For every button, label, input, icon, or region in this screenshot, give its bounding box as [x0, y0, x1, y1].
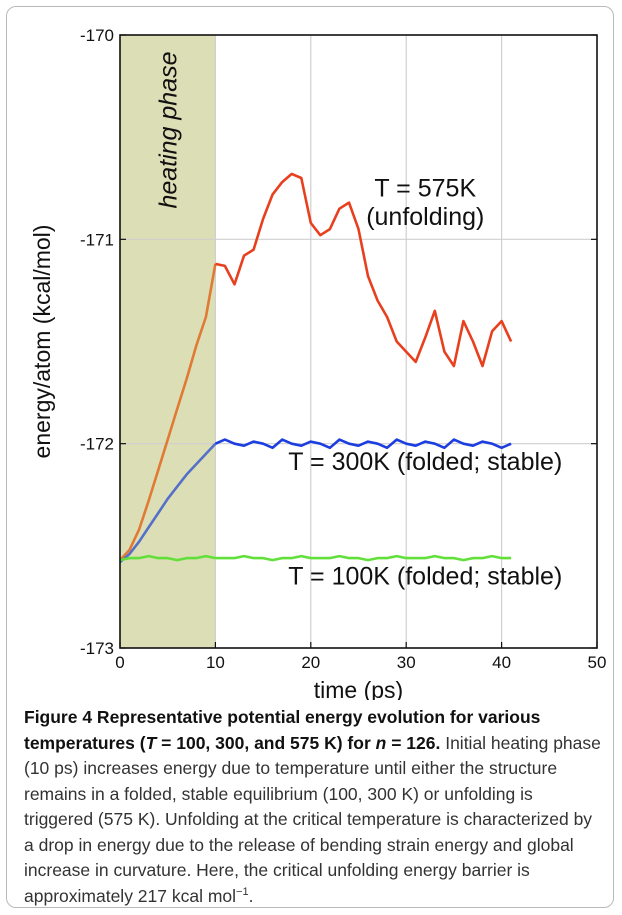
ticks: 0 10 20 30 40 50 -170 -171 -172 -173	[80, 26, 606, 672]
caption-title-part: = 126.	[386, 732, 441, 753]
heating-phase-label: heating phase	[155, 51, 183, 208]
annotation-300k: T = 300K (folded; stable)	[288, 448, 562, 476]
annotation-100k: T = 100K (folded; stable)	[288, 563, 562, 591]
series-layer	[119, 172, 513, 564]
annotation-unfolding: (unfolding)	[366, 203, 484, 231]
x-axis-label: time (ps)	[314, 677, 403, 700]
caption-title: Figure 4 Representative potential energy…	[24, 707, 540, 753]
y-tick-label: -171	[80, 230, 114, 249]
x-tick-label: 30	[397, 653, 416, 672]
caption-title-T: T	[145, 732, 157, 753]
x-tick-label: 10	[206, 653, 225, 672]
figure-caption: Figure 4 Representative potential energy…	[24, 705, 602, 909]
series-line	[215, 172, 513, 368]
x-tick-label: 20	[301, 653, 320, 672]
y-tick-label: -172	[80, 435, 114, 454]
plot-border	[119, 34, 598, 649]
annotation-575k: T = 575K	[374, 174, 476, 202]
series-line-heating	[119, 442, 217, 564]
caption-end: .	[248, 885, 254, 906]
caption-title-n: n	[375, 732, 387, 753]
series-line-heating	[119, 263, 217, 561]
y-axis-label: energy/atom (kcal/mol)	[29, 225, 55, 459]
series-line	[214, 438, 512, 450]
series-line-heating	[119, 554, 216, 562]
caption-body: Initial heating phase (10 ps) increases …	[24, 732, 601, 906]
y-tick-label: -173	[80, 639, 114, 658]
figure-frame	[6, 6, 614, 908]
caption-superscript: −1	[236, 885, 249, 898]
x-tick-label: 40	[492, 653, 511, 672]
x-tick-label: 50	[588, 653, 607, 672]
caption-title-part: Figure 4 Representative potential energy…	[24, 707, 541, 753]
x-tick-label: 0	[115, 653, 124, 672]
line-chart: 0 10 20 30 40 50 -170 -171 -172 -173 heating phas…	[29, 26, 606, 700]
caption-title-part: = 100, 300, and 575 K) for	[156, 732, 376, 753]
series-line	[215, 554, 512, 562]
y-tick-label: -170	[80, 26, 114, 45]
gridlines	[120, 35, 597, 648]
